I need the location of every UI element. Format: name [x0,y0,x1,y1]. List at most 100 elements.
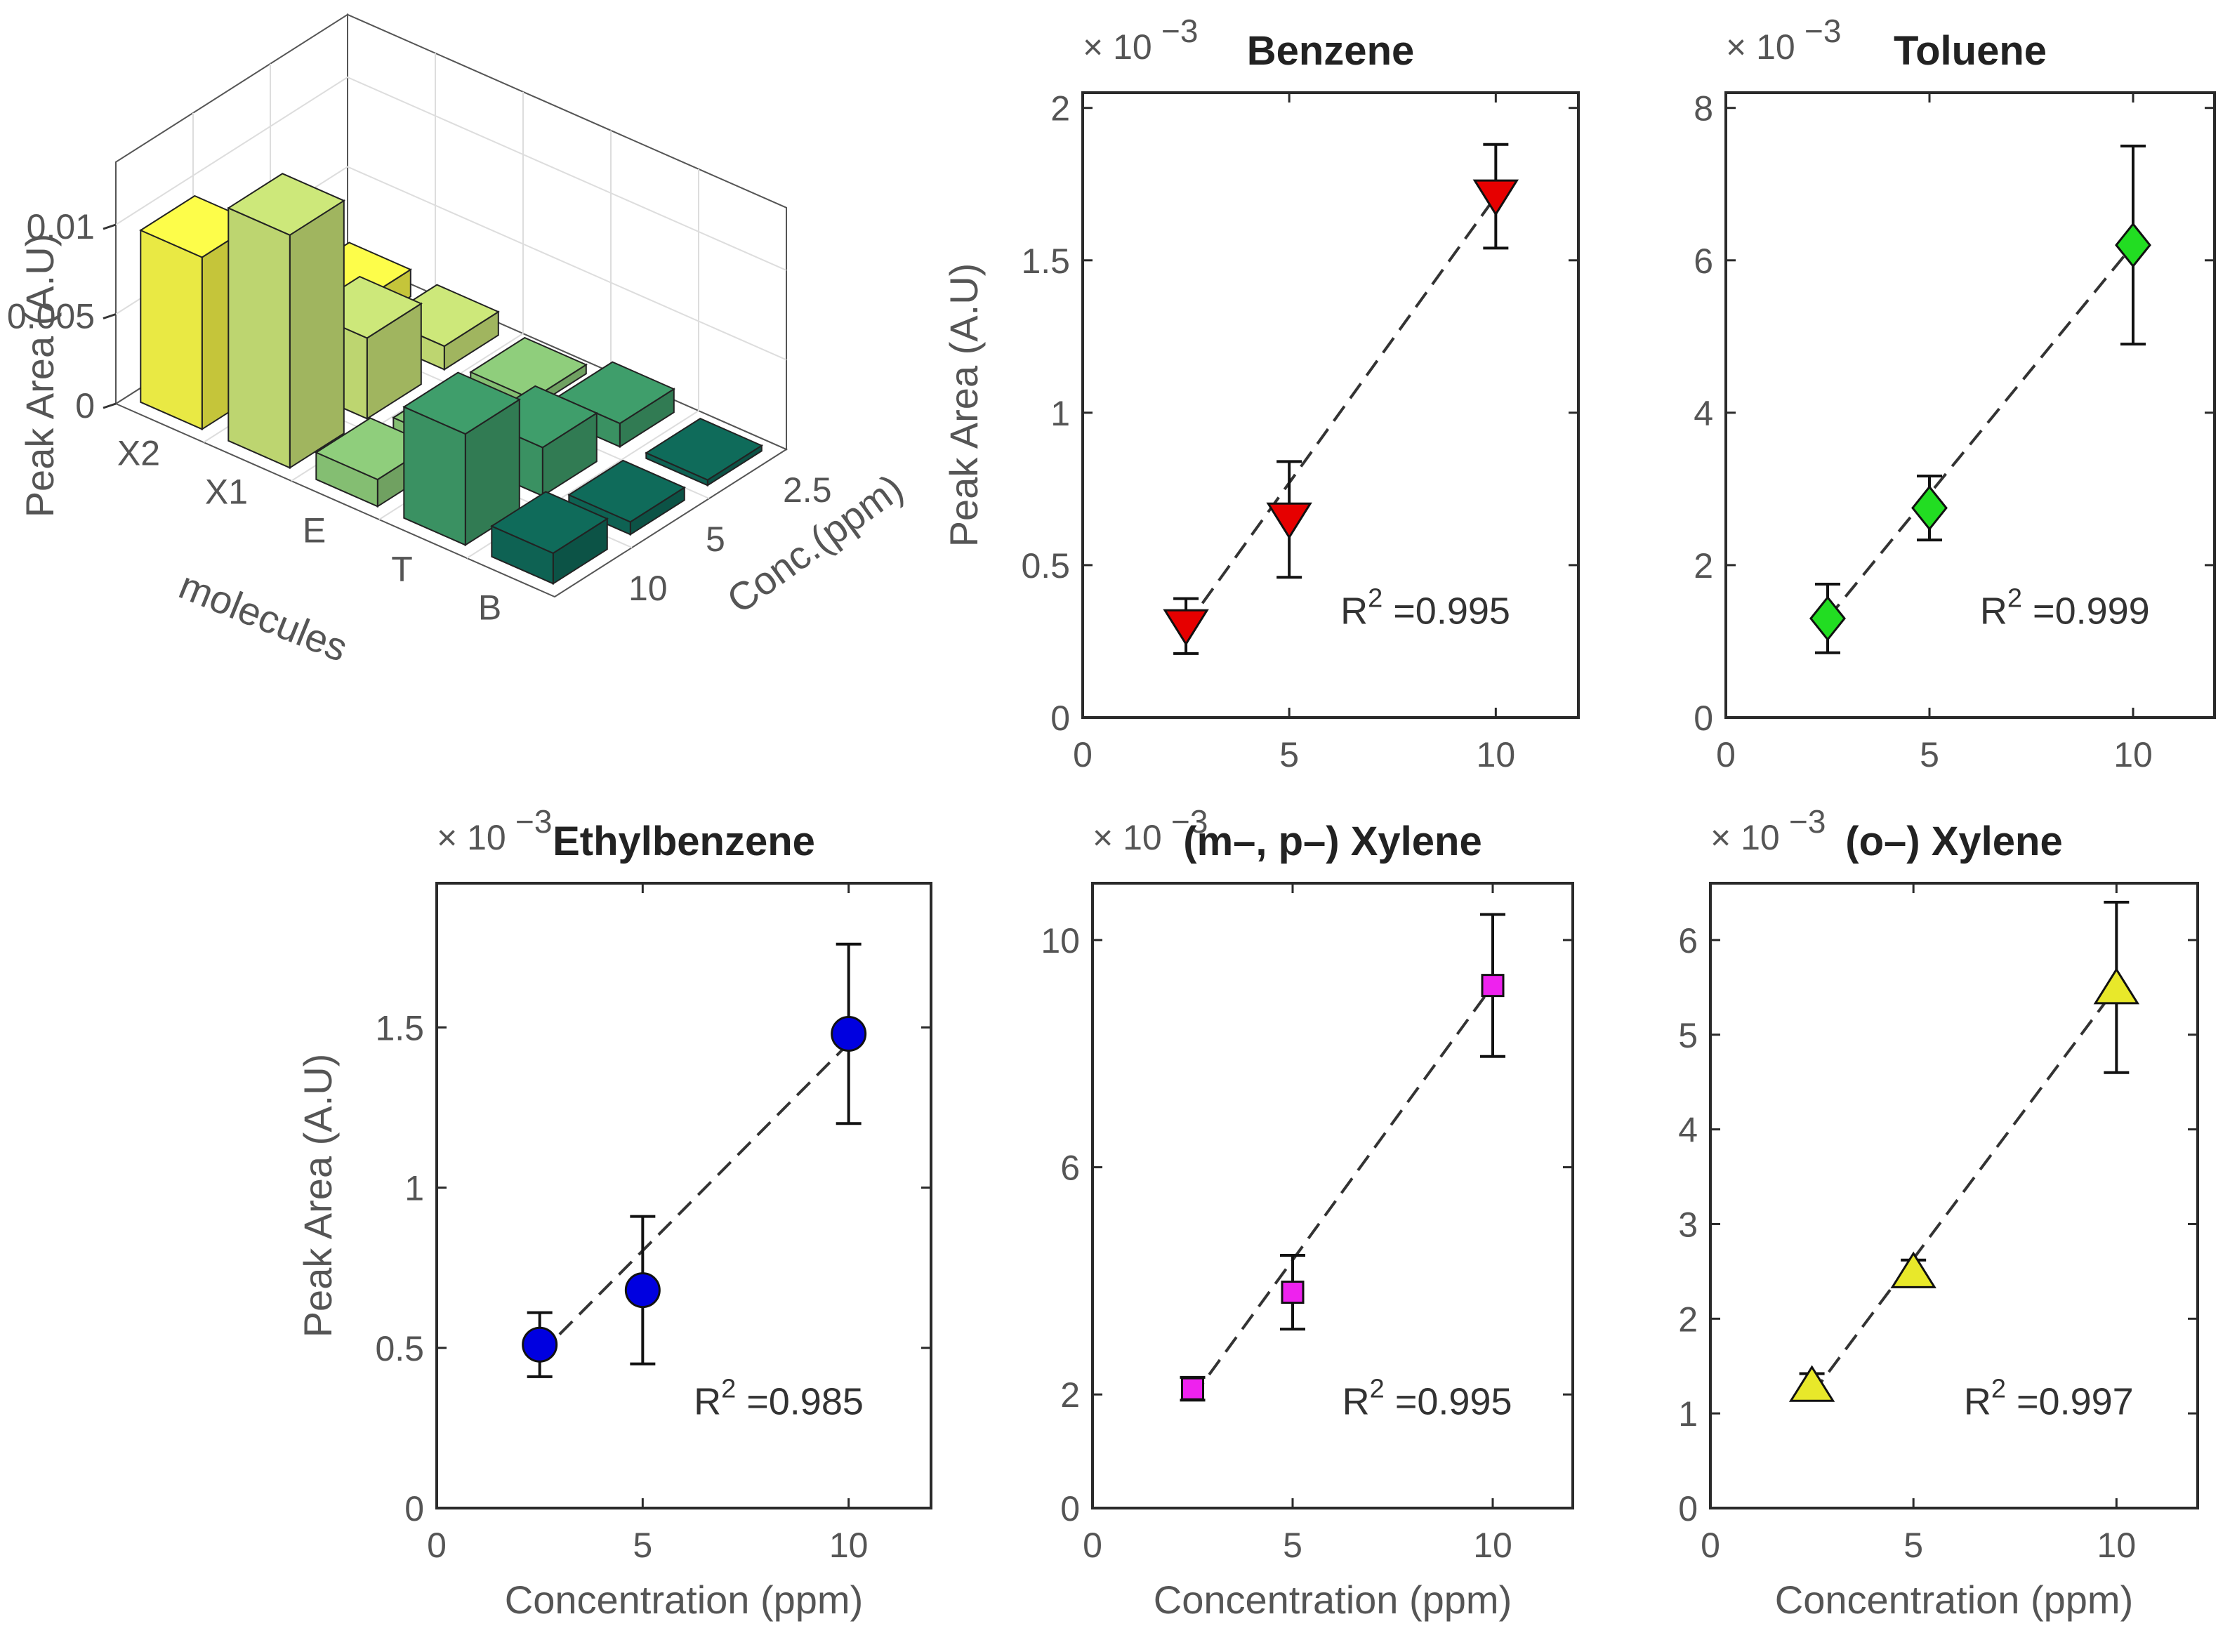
r-squared-annotation: R2 =0.995 [1340,584,1510,633]
y-tick-label: 6 [1694,242,1713,281]
y-tick-label: 2 [1060,1375,1080,1415]
y-tick-label: 1.5 [375,1008,424,1048]
bar-face-top [645,417,763,481]
x-tick-label: 0 [1701,1526,1720,1565]
data-point-1 [1266,502,1312,540]
y-tick-label: 10 [1041,921,1080,960]
axis-multiplier: × 10 [1710,818,1780,857]
r-squared-annotation: R2 =0.997 [1964,1375,2134,1423]
fit-line [1185,195,1497,627]
data-point-1 [1281,1281,1305,1304]
y-tick-label: 5 [1678,1016,1698,1055]
z-tick-label: 0.005 [7,297,95,336]
data-point-1 [624,1272,661,1309]
r-squared-value: =0.997 [2006,1381,2134,1423]
bar-face-left [289,199,345,470]
bar-X1-10 [227,173,345,470]
bar-face-top [567,459,686,523]
plot-frame [1091,882,1574,1509]
x-axis-label: Concentration (ppm) [505,1578,863,1622]
z-tick-label: 0 [75,386,95,425]
data-point-0 [1181,1377,1204,1401]
y-tick-label: 1 [1678,1394,1698,1434]
x-tick-label: 10 [1473,1526,1512,1565]
bar-face-top [227,173,345,236]
y-tick-label: 4 [1678,1111,1698,1150]
r-squared-value: =0.999 [2022,590,2150,633]
fit-line [539,1042,850,1356]
y-tick-label: 2 [1678,1300,1698,1339]
scatter-panel-3: 0 5 10 0 0.5 1 1.5 × 10 −3 Ethylbenzene Peak Area … [296,803,932,1622]
y-tick-label: 1 [1050,394,1070,433]
data-point-1 [1911,485,1948,531]
x-tick-label: 5 [1279,735,1299,774]
y-tick-label: 0 [1678,1489,1698,1528]
data-point-1 [1890,1251,1936,1288]
x-tick-label: 10 [1477,735,1516,774]
data-point-0 [1788,1365,1835,1402]
x-tick-label: 10 [2097,1526,2137,1565]
data-point-0 [1809,595,1846,642]
data-point-2 [831,1016,867,1052]
z-tick-mark [103,402,117,409]
y-tick-label: 0.5 [375,1329,424,1368]
z-tick-mark [103,223,117,230]
axis-multiplier: × 10 [1726,27,1795,67]
y-axis-label: Peak Area (A.U) [942,263,986,548]
r-squared-value: =0.985 [736,1381,864,1423]
axis-multiplier: × 10 [1083,27,1152,67]
y-tick-label: 8 [1694,89,1713,128]
bar-face-front [227,206,291,469]
y-tick-label: 3 [1678,1205,1698,1244]
x-tick-label: 5 [1283,1526,1302,1565]
y-tick-label: 1 [404,1169,424,1208]
r-squared-superscript: 2 [1991,1375,2006,1404]
chart-title: (m–, p–) Xylene [1183,819,1482,864]
y-tick-label: 2 [1050,89,1070,128]
x-tick-label: 0 [427,1526,447,1565]
scatter-panel-4: 0 5 10 0 2 6 10 × 10 −3(m–, p–) Xylene Concentrat… [1041,803,1574,1622]
axis-exponent: −3 [1804,13,1841,49]
molecule-tick-label: X1 [205,473,248,512]
molecule-tick-label: T [391,550,413,589]
chart-title: Toluene [1894,28,2047,74]
chart-title: Benzene [1247,28,1415,74]
fit-line [1826,244,2134,620]
y-tick-label: 6 [1678,921,1698,960]
axis-exponent: −3 [515,803,552,840]
plot-frame [435,882,932,1509]
x-tick-label: 5 [1920,735,1939,774]
data-point-0 [1163,609,1209,647]
molecule-tick-label: E [303,511,326,550]
r-squared-annotation: R2 =0.985 [694,1375,864,1423]
x-tick-label: 10 [2113,735,2153,774]
data-point-2 [1481,974,1505,998]
z-axis-label: Peak Area (A.U) [18,234,62,518]
y-tick-label: 0.5 [1021,546,1070,586]
fit-line [1810,986,2118,1396]
data-point-2 [2093,967,2140,1005]
y-tick-label: 6 [1060,1149,1080,1188]
bar-face-top [402,371,521,435]
r-squared-letter: R [1342,1381,1370,1423]
x-axis-label: Concentration (ppm) [1775,1578,2133,1622]
x-tick-label: 5 [633,1526,652,1565]
r-squared-superscript: 2 [1370,1375,1385,1404]
z-tick-label: 0.01 [27,207,95,246]
scatter-panel-5: 0 5 10 0 1 2 3 4 5 6 × 10 −3 (o–) Xylene Concentratio… [1678,803,2199,1622]
z-tick-mark [103,313,117,319]
x-tick-label: 0 [1083,1526,1102,1565]
axis-exponent: −3 [1171,803,1208,840]
fit-line [1191,984,1494,1399]
y-tick-label: 0 [404,1489,424,1528]
x-tick-label: 10 [829,1526,869,1565]
molecule-tick-label: X2 [117,434,160,473]
y-tick-label: 1.5 [1021,242,1070,281]
z-grid-line [115,76,787,271]
r-squared-letter: R [694,1381,721,1423]
x-tick-label: 0 [1716,735,1736,774]
y-tick-label: 4 [1694,394,1713,433]
r-squared-letter: R [1340,590,1368,633]
data-point-2 [1472,179,1519,216]
